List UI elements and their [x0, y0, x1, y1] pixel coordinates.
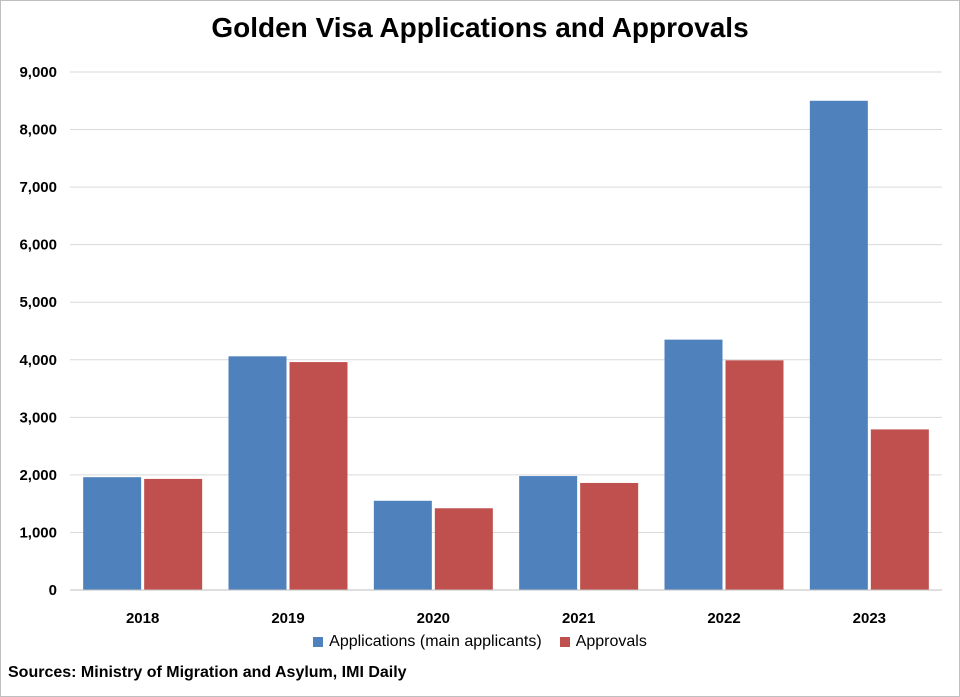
y-tick-label: 3,000: [19, 409, 57, 426]
bar-applications-2022: [664, 339, 723, 590]
x-tick-label: 2020: [417, 610, 450, 627]
chart-legend: Applications (main applicants) Approvals: [0, 633, 960, 651]
x-tick-label: 2023: [853, 610, 886, 627]
y-tick-label: 9,000: [19, 64, 57, 81]
y-tick-label: 2,000: [19, 467, 57, 484]
bar-approvals-2018: [144, 478, 203, 590]
y-tick-label: 6,000: [19, 237, 57, 254]
x-tick-label: 2019: [271, 610, 304, 627]
chart-title: Golden Visa Applications and Approvals: [211, 12, 749, 43]
y-tick-label: 8,000: [19, 122, 57, 139]
bar-applications-2020: [373, 500, 432, 590]
legend-swatch-approvals: [559, 637, 570, 647]
legend-item-approvals: Approvals: [559, 633, 647, 651]
bar-applications-2023: [809, 100, 868, 591]
y-tick-label: 1,000: [19, 524, 57, 541]
bar-applications-2018: [83, 477, 142, 590]
x-tick-label: 2018: [126, 610, 159, 627]
y-tick-label: 0: [49, 582, 57, 599]
y-tick-label: 7,000: [19, 179, 57, 196]
legend-swatch-applications: [313, 637, 324, 647]
legend-label-applications: Applications (main applicants): [329, 633, 542, 650]
legend-item-applications: Applications (main applicants): [313, 633, 542, 651]
bar-approvals-2019: [289, 362, 348, 590]
bar-approvals-2022: [725, 360, 784, 590]
bar-applications-2019: [228, 356, 287, 590]
bar-approvals-2021: [580, 482, 639, 590]
legend-label-approvals: Approvals: [575, 633, 647, 650]
x-tick-label: 2022: [707, 610, 740, 627]
y-tick-label: 5,000: [19, 294, 57, 311]
bar-approvals-2020: [434, 508, 493, 590]
source-note: Sources: Ministry of Migration and Asylu…: [8, 664, 407, 681]
x-tick-label: 2021: [562, 610, 595, 627]
bar-applications-2021: [519, 476, 578, 590]
y-tick-label: 4,000: [19, 352, 57, 369]
bar-approvals-2023: [870, 429, 929, 590]
